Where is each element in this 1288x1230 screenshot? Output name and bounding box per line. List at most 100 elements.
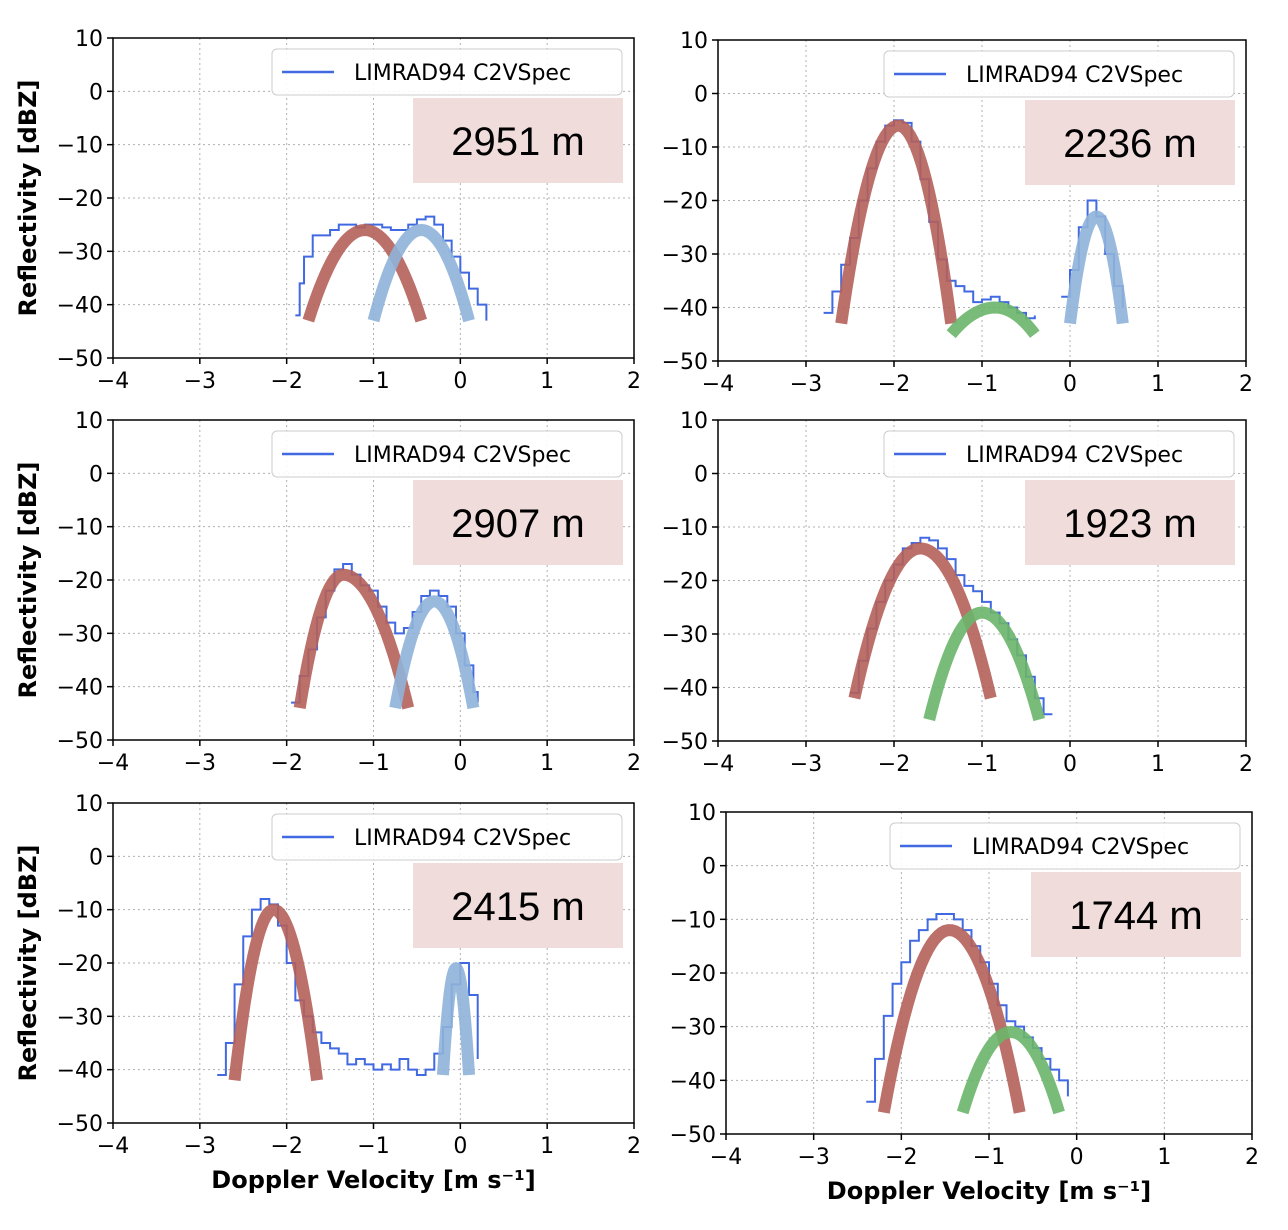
fit-peak-2-curve (389, 595, 480, 710)
x-tick-label: −2 (878, 372, 910, 397)
x-tick-label: −4 (97, 751, 129, 776)
y-tick-label: −10 (57, 516, 103, 541)
legend-entry: LIMRAD94 C2VSpec (972, 835, 1189, 860)
x-tick-label: 0 (1063, 372, 1077, 397)
x-tick-label: 0 (1063, 752, 1077, 777)
x-tick-label: −4 (702, 752, 734, 777)
legend-entry: LIMRAD94 C2VSpec (354, 61, 571, 86)
y-axis-label: Reflectivity [dBZ] (14, 80, 42, 317)
y-tick-label: −20 (57, 187, 103, 212)
y-tick-label: 0 (89, 80, 103, 105)
x-tick-label: 2 (627, 369, 641, 394)
x-tick-label: −4 (97, 1134, 129, 1159)
x-tick-label: −1 (357, 369, 389, 394)
height-box (1031, 872, 1241, 957)
fit-peak-2-curve (1064, 210, 1129, 325)
fit-peak-1-curve (835, 119, 958, 325)
chart-panel-top-right: 2236 m−4 −3 −2 −1 0 1 2100−10−20−30−40−50LIMRA… (662, 29, 1253, 397)
y-tick-label: −50 (57, 729, 103, 754)
chart-panel-bottom-right: 1744 m−4 −3 −2 −1 0 1 2100−10−20−30−40−50Doppl… (670, 801, 1259, 1205)
x-tick-label: −1 (357, 1134, 389, 1159)
y-tick-label: −40 (57, 294, 103, 319)
x-tick-label: 0 (1070, 1145, 1084, 1170)
y-axis-label: Reflectivity [dBZ] (14, 462, 42, 699)
chart-panel-middle-right: 1923 m−4 −3 −2 −1 0 1 2100−10−20−30−40−50LIMRA… (662, 409, 1253, 777)
fit-peak-3-curve (946, 301, 1040, 339)
y-tick-label: 10 (680, 409, 708, 434)
fit-peak-1-curve (228, 903, 324, 1082)
height-label: 2951 m (451, 120, 584, 164)
height-box (1025, 480, 1235, 565)
y-tick-label: −10 (662, 136, 708, 161)
legend-entry: LIMRAD94 C2VSpec (354, 826, 571, 851)
fit-peak-3-curve (956, 1026, 1065, 1115)
x-tick-label: −1 (357, 751, 389, 776)
legend-box (889, 822, 1241, 870)
height-label: 2236 m (1063, 122, 1196, 166)
spectrum-line (295, 215, 488, 321)
x-tick-label: −3 (790, 372, 822, 397)
x-tick-label: 1 (540, 369, 554, 394)
height-box (413, 98, 623, 183)
y-tick-label: −20 (662, 190, 708, 215)
y-tick-label: 0 (89, 845, 103, 870)
y-tick-label: −10 (662, 516, 708, 541)
legend-box (883, 430, 1235, 478)
y-tick-label: −40 (662, 677, 708, 702)
y-tick-label: −50 (57, 1112, 103, 1137)
y-tick-label: −40 (57, 676, 103, 701)
fit-peak-1-curve (302, 223, 427, 323)
height-label: 1923 m (1063, 502, 1196, 546)
chart-panel-top-left: 2951 m−4 −3 −2 −1 0 1 2100−10−20−30−40−50Refle… (14, 27, 641, 394)
y-tick-label: 0 (89, 462, 103, 487)
y-tick-label: −30 (662, 623, 708, 648)
x-tick-label: −2 (270, 369, 302, 394)
legend-box (271, 430, 623, 478)
y-tick-label: 10 (75, 409, 103, 434)
y-tick-label: 10 (75, 792, 103, 817)
height-box (413, 480, 623, 565)
spectrum-line (217, 898, 479, 1076)
x-tick-label: 0 (453, 369, 467, 394)
y-tick-label: −30 (57, 1005, 103, 1030)
y-tick-label: −40 (670, 1069, 716, 1094)
y-tick-label: 0 (702, 855, 716, 880)
x-tick-label: 2 (1245, 1145, 1259, 1170)
x-tick-label: −2 (878, 752, 910, 777)
legend-entry: LIMRAD94 C2VSpec (966, 443, 1183, 468)
legend-box (883, 50, 1235, 98)
x-axis-label: Doppler Velocity [m s⁻¹] (827, 1177, 1151, 1205)
legend-entry: LIMRAD94 C2VSpec (966, 63, 1183, 88)
fit-peak-1-curve (877, 924, 1026, 1114)
y-tick-label: −20 (57, 952, 103, 977)
height-label: 2415 m (451, 885, 584, 929)
y-tick-label: −20 (662, 570, 708, 595)
x-tick-label: −1 (966, 752, 998, 777)
y-tick-label: −20 (670, 962, 716, 987)
x-tick-label: 2 (627, 751, 641, 776)
fit-peak-2-curve (367, 223, 475, 323)
y-tick-label: −30 (57, 240, 103, 265)
x-tick-label: −4 (702, 372, 734, 397)
y-tick-label: 10 (688, 801, 716, 826)
y-tick-label: −40 (57, 1059, 103, 1084)
y-tick-label: −10 (670, 908, 716, 933)
x-tick-label: 1 (1151, 372, 1165, 397)
x-tick-label: −3 (184, 1134, 216, 1159)
y-tick-label: −30 (670, 1016, 716, 1041)
x-tick-label: −3 (790, 752, 822, 777)
y-tick-label: −50 (662, 350, 708, 375)
y-axis-label: Reflectivity [dBZ] (14, 845, 42, 1082)
y-tick-label: −10 (57, 134, 103, 159)
spectrum-line (850, 536, 1053, 716)
x-tick-label: −3 (184, 751, 216, 776)
y-tick-label: −50 (662, 730, 708, 755)
y-tick-label: −10 (57, 899, 103, 924)
height-label: 2907 m (451, 502, 584, 546)
legend-box (271, 813, 623, 861)
chart-panel-middle-left: 2907 m−4 −3 −2 −1 0 1 2100−10−20−30−40−50Refle… (14, 409, 641, 776)
x-tick-label: −4 (97, 369, 129, 394)
y-tick-label: −20 (57, 569, 103, 594)
y-tick-label: 10 (75, 27, 103, 52)
